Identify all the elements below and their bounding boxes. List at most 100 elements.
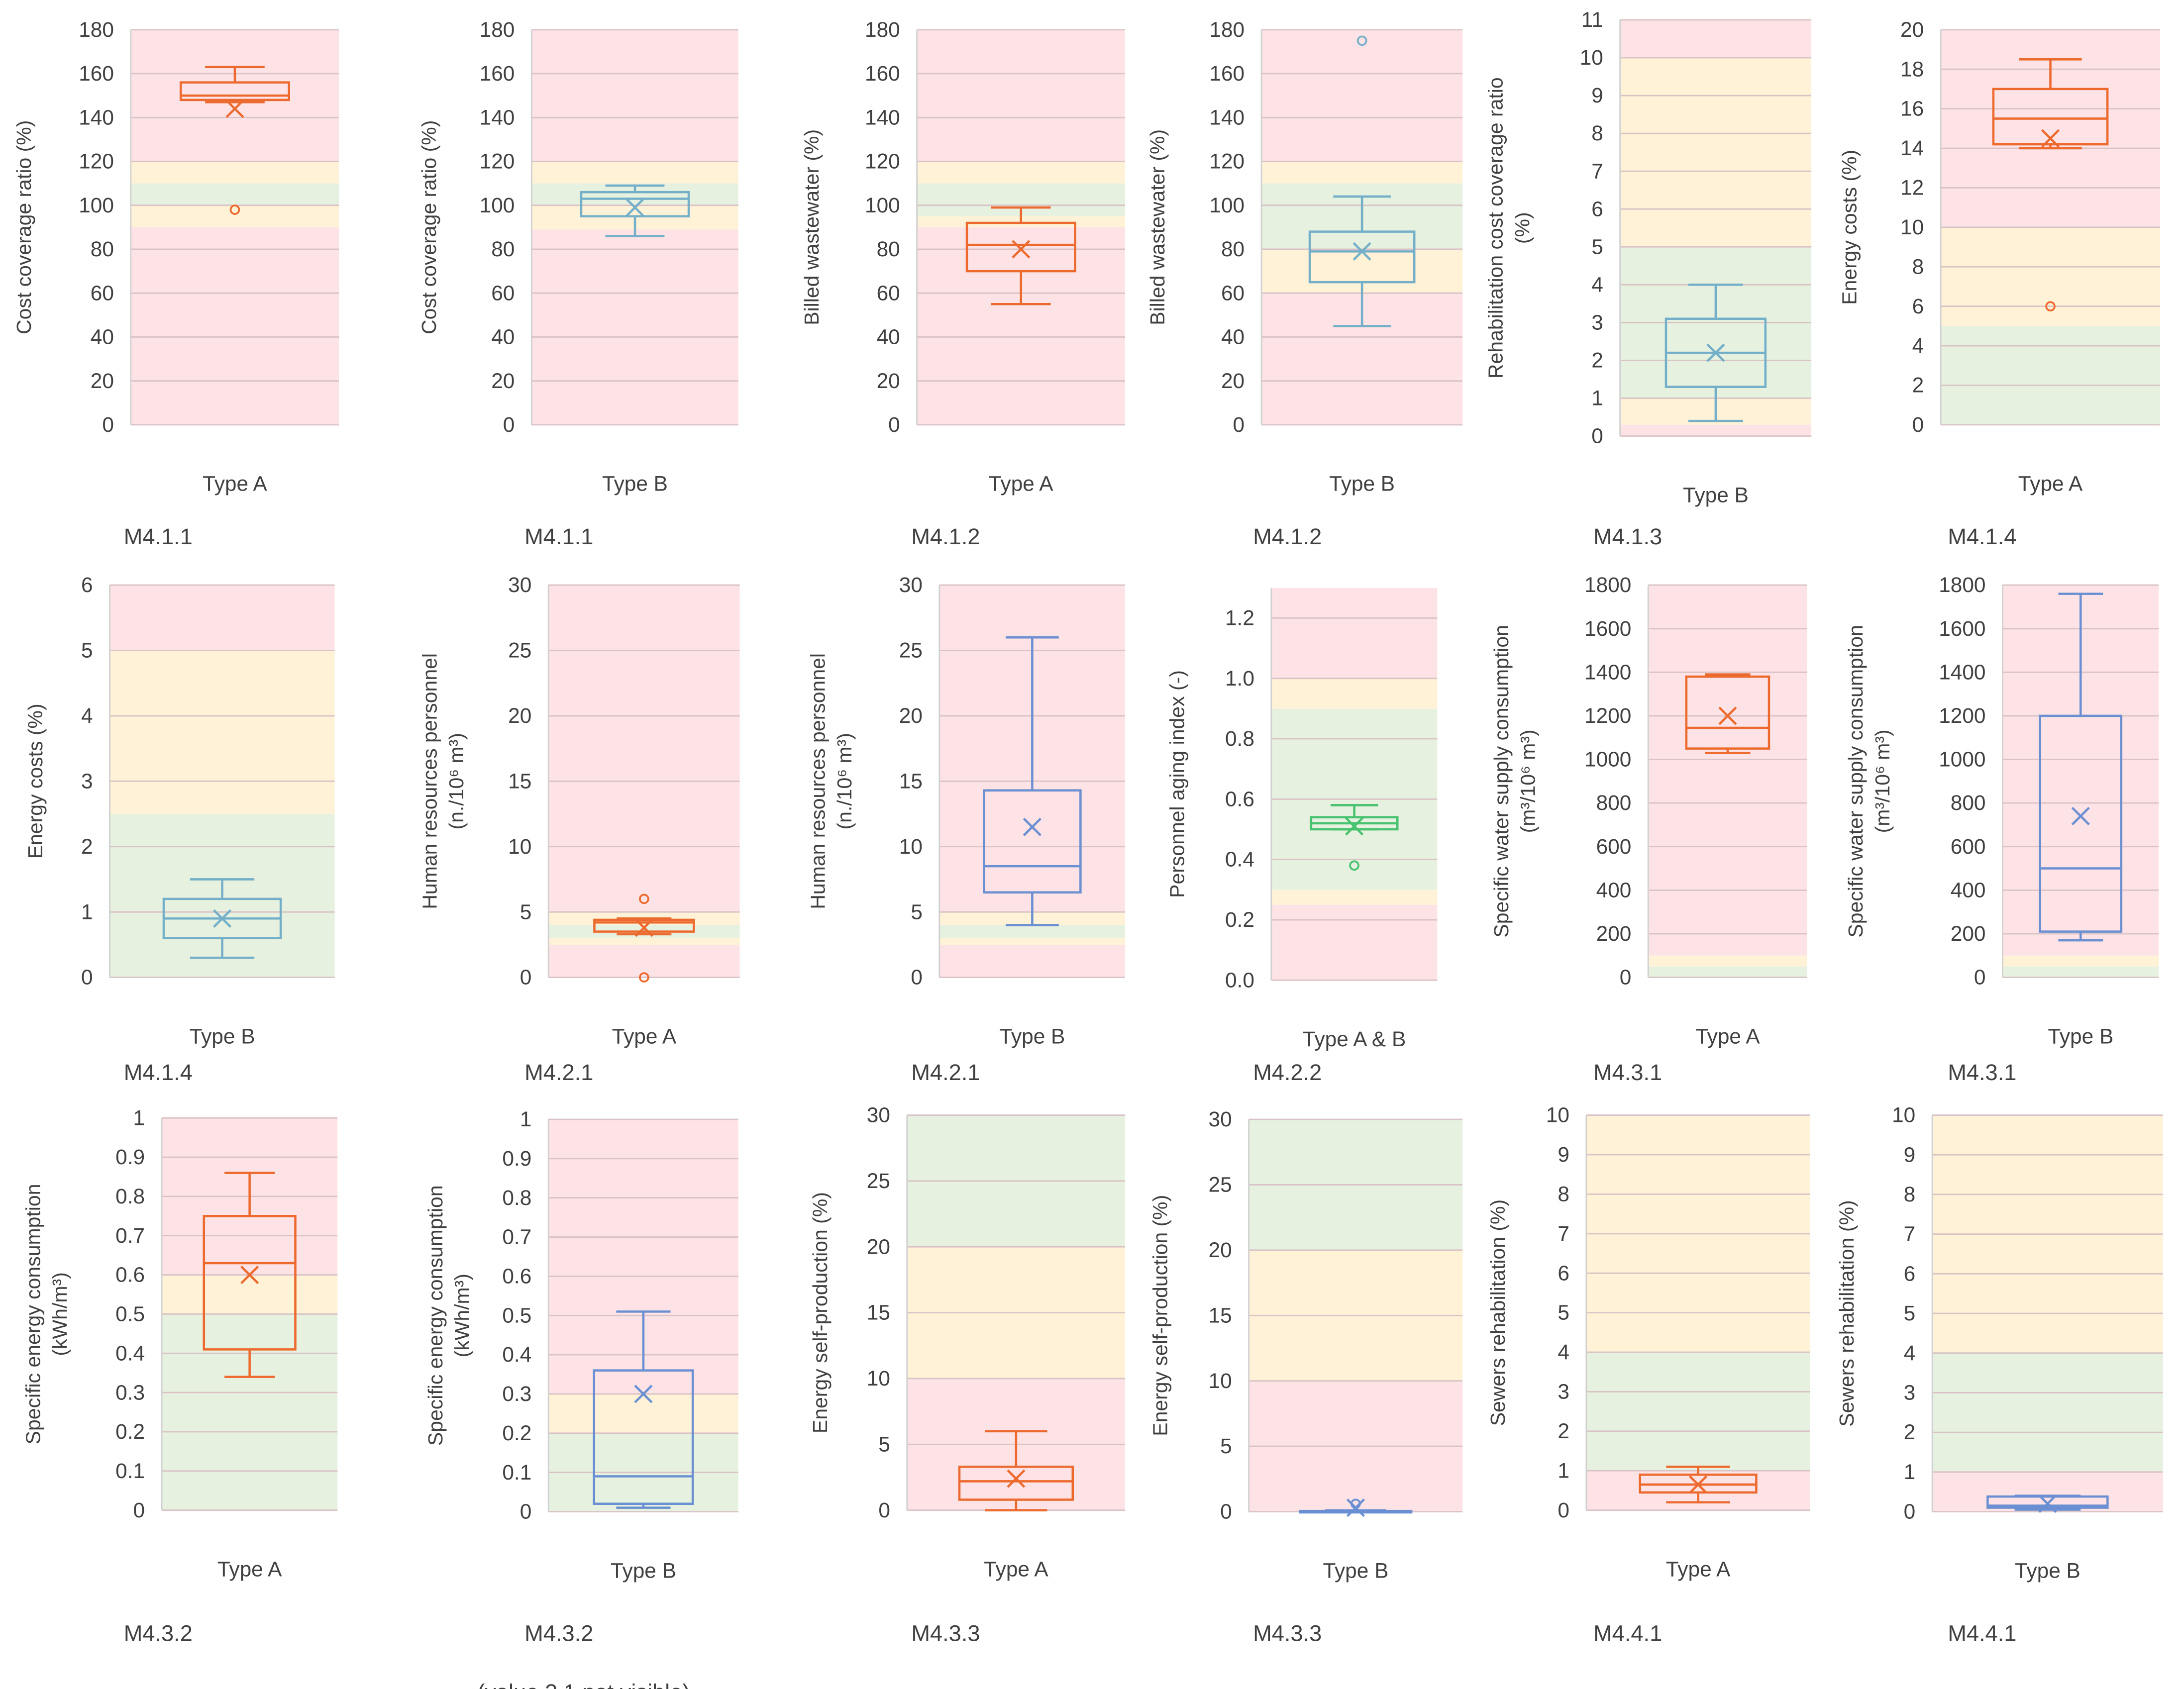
y-tick-label: 0 (911, 966, 923, 989)
band-yellow (548, 1393, 738, 1433)
iqr-box (958, 1466, 1074, 1501)
y-tick-label: 20 (1221, 369, 1245, 393)
chart-panel-1: 0 20 40 60 80 100 120 140 160 180 Cost coverage ra… (12, 18, 339, 549)
band-yellow (109, 650, 335, 814)
y-tick-label: 20 (491, 369, 515, 393)
y-tick-label: 15 (508, 769, 531, 793)
chart-panel-9: 0 5 10 15 20 25 30 Human resources personnel (n.… (807, 573, 1125, 1085)
y-tick-label: 0.8 (1225, 727, 1254, 750)
y-tick-label: 2 (1591, 349, 1603, 372)
y-tick-label: 40 (1221, 325, 1245, 349)
band-red (1620, 19, 1812, 58)
band-green (1648, 966, 1807, 978)
y-tick-label: 3 (1904, 1381, 1916, 1404)
y-tick-label: 0 (520, 966, 532, 989)
y-tick-label: 25 (508, 639, 531, 662)
mean-marker (1706, 343, 1725, 362)
y-tick-label: 7 (1904, 1222, 1916, 1246)
band-red (1271, 904, 1438, 981)
y-tick-label: 20 (899, 704, 923, 727)
y-axis-label: Energy costs (%) (24, 703, 47, 859)
y-tick-label: 0.9 (502, 1147, 531, 1170)
mean-marker (1345, 817, 1364, 836)
y-tick-label: 120 (480, 150, 515, 173)
y-tick-label: 6 (1558, 1261, 1569, 1285)
y-tick-label: 40 (91, 325, 114, 349)
band-red (939, 944, 1125, 978)
y-tick-label: 0.8 (502, 1186, 531, 1209)
y-tick-label: 180 (79, 18, 114, 41)
band-yellow (1941, 227, 2160, 326)
iqr-box (2039, 714, 2123, 933)
chart-panel-7: 0 1 2 3 4 5 6 Energy costs (%) Type B M4.1.4 (24, 573, 335, 1085)
y-tick-label: 30 (867, 1103, 890, 1127)
y-tick-label: 3 (81, 769, 93, 793)
y-axis-label: Energy costs (%) (1838, 150, 1861, 305)
y-tick-label: 10 (1900, 215, 1924, 239)
y-tick-label: 1 (133, 1106, 145, 1129)
band-red (1271, 588, 1438, 679)
y-tick-label: 0.6 (1225, 787, 1254, 810)
y-axis-label: (kWh/m³) (48, 1272, 71, 1356)
y-tick-label: 1000 (1584, 748, 1631, 771)
y-tick-label: 140 (865, 105, 900, 129)
y-tick-label: 600 (1596, 835, 1632, 858)
outlier-point (1349, 860, 1359, 871)
band-yellow (1271, 678, 1438, 709)
y-tick-label: 160 (79, 62, 114, 85)
y-tick-label: 8 (1912, 255, 1924, 278)
band-red (1620, 424, 1812, 436)
x-axis-label: Type A (1695, 1024, 1760, 1048)
x-axis-label: Type B (2015, 1559, 2080, 1582)
y-tick-label: 6 (1912, 295, 1924, 318)
y-axis-label: Billed wastewater (%) (1146, 129, 1169, 325)
y-tick-label: 180 (865, 18, 900, 41)
y-tick-label: 0.4 (115, 1341, 145, 1365)
y-tick-label: 0.4 (1225, 848, 1254, 871)
panel-caption: M4.2.1 (911, 1060, 980, 1085)
chart-panel-16: 0 5 10 15 20 25 30 Energy self-production (%) Ty… (1149, 1107, 1463, 1646)
y-axis-label: Cost coverage ratio (%) (12, 120, 35, 334)
y-tick-label: 18 (1900, 57, 1924, 81)
y-tick-label: 1600 (1939, 617, 1985, 640)
outlier-point (1351, 1498, 1361, 1509)
chart-panel-6: 0 2 4 6 8 10 12 14 16 18 20 Energy costs (%) Type A M… (1838, 18, 2160, 549)
chart-panel-3: 0 20 40 60 80 100 120 140 160 180 Billed wastewate… (800, 18, 1125, 549)
y-tick-label: 0.0 (1225, 968, 1254, 992)
mean-marker (1023, 817, 1041, 836)
y-tick-label: 10 (508, 835, 531, 858)
y-tick-label: 80 (1221, 237, 1245, 261)
mean-marker (212, 909, 232, 928)
band-yellow (939, 938, 1125, 945)
y-tick-label: 0.5 (115, 1302, 145, 1326)
y-tick-label: 160 (1209, 62, 1245, 85)
y-tick-label: 140 (480, 105, 515, 129)
y-tick-label: 0 (81, 966, 93, 989)
chart-panel-4: 0 20 40 60 80 100 120 140 160 180 Billed wastewate… (1146, 18, 1463, 549)
outlier-point (639, 894, 649, 904)
iqr-box (1308, 230, 1416, 284)
x-axis-label: Type A (203, 472, 267, 496)
chart-panel-2: 0 20 40 60 80 100 120 140 160 180 Cost coverage ra… (417, 18, 738, 549)
panel-caption: M4.4.1 (1948, 1621, 2016, 1646)
y-tick-label: 0 (1558, 1498, 1569, 1522)
y-tick-label: 200 (1951, 922, 1986, 945)
y-tick-label: 2 (1904, 1420, 1916, 1444)
y-tick-label: 0 (878, 1498, 890, 1522)
y-tick-label: 9 (1558, 1143, 1569, 1166)
band-red (917, 29, 1125, 162)
y-tick-label: 0.3 (115, 1381, 145, 1404)
y-tick-label: 80 (91, 237, 114, 261)
y-tick-label: 5 (878, 1432, 890, 1456)
x-axis-label: Type A & B (1303, 1027, 1406, 1051)
panel-caption: M4.1.2 (911, 524, 980, 549)
iqr-box (593, 1369, 694, 1505)
band-green (2002, 966, 2159, 978)
y-tick-label: 8 (1904, 1183, 1916, 1206)
y-tick-label: 40 (877, 325, 900, 349)
chart-panel-10: 0.0 0.2 0.4 0.6 0.8 1.0 1.2 Personnel aging ind… (1166, 588, 1438, 1085)
y-tick-label: 60 (877, 281, 900, 304)
mean-marker (225, 99, 244, 118)
x-axis-label: Type B (999, 1024, 1065, 1048)
y-tick-label: 20 (877, 369, 900, 393)
